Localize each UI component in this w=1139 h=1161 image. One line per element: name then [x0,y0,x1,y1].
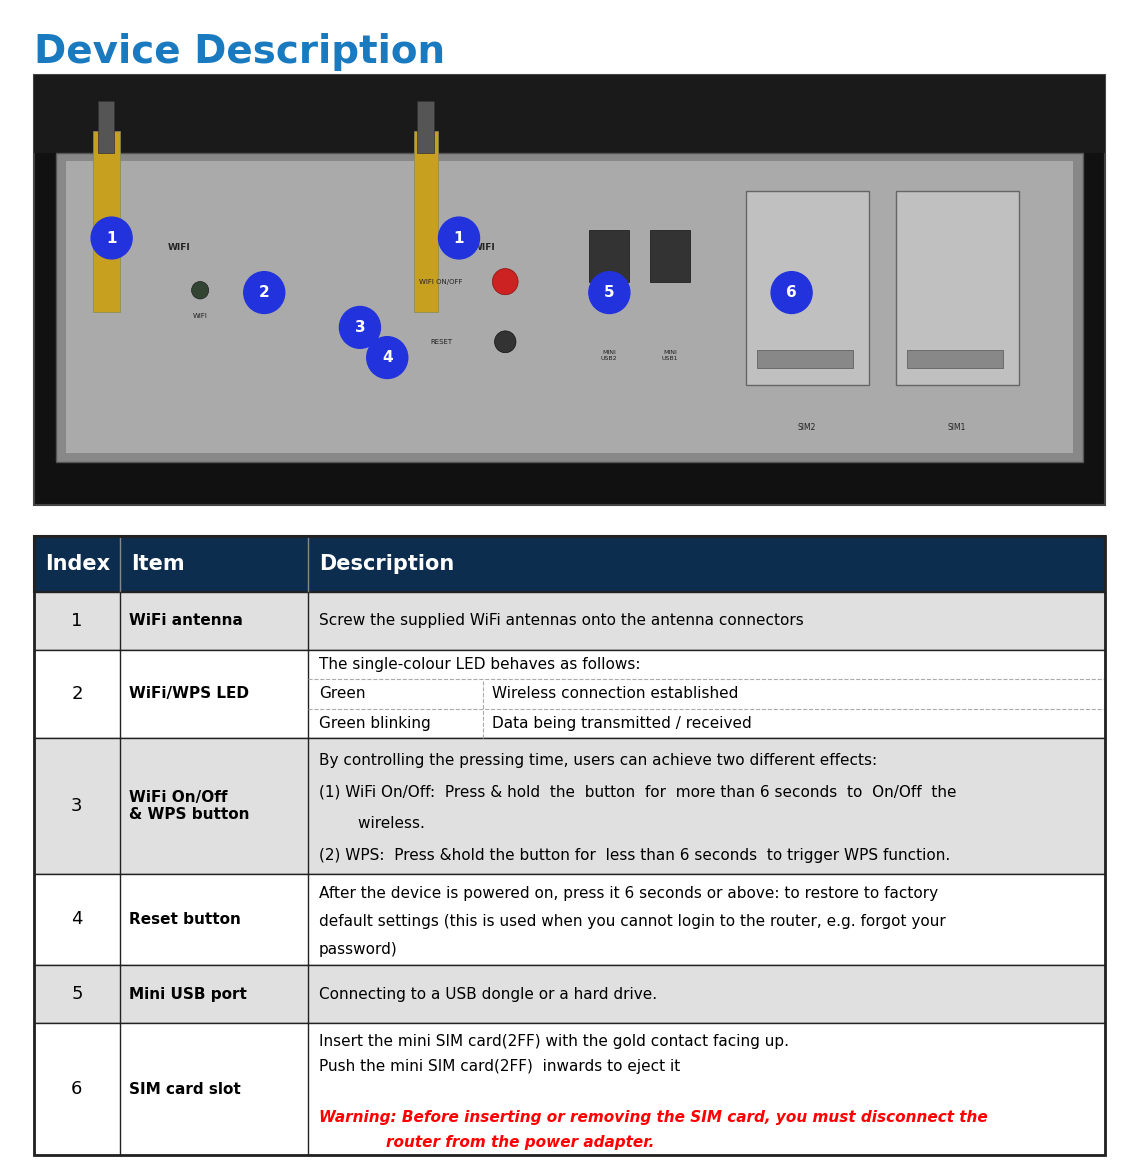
Text: WiFi On/Off
& WPS button: WiFi On/Off & WPS button [129,789,249,822]
Text: 6: 6 [786,286,797,300]
Circle shape [191,281,208,300]
Text: Mini USB port: Mini USB port [129,987,246,1002]
Text: Green blinking: Green blinking [319,716,431,730]
Text: SIM1: SIM1 [948,424,966,432]
Circle shape [494,331,516,353]
Text: 6: 6 [72,1080,82,1098]
FancyBboxPatch shape [56,153,1083,462]
FancyBboxPatch shape [649,230,690,282]
Circle shape [439,217,480,259]
FancyBboxPatch shape [746,192,869,384]
Text: default settings (this is used when you cannot login to the router, e.g. forgot : default settings (this is used when you … [319,914,945,929]
FancyBboxPatch shape [93,131,120,311]
Text: Description: Description [319,554,454,575]
Text: 5: 5 [71,985,83,1003]
Text: 3: 3 [71,796,83,815]
FancyBboxPatch shape [34,75,1105,153]
Text: WiFi/WPS LED: WiFi/WPS LED [129,686,248,701]
Circle shape [91,217,132,259]
FancyBboxPatch shape [907,351,1003,368]
Text: WiFi antenna: WiFi antenna [129,613,243,628]
FancyBboxPatch shape [589,230,630,282]
FancyBboxPatch shape [34,650,1105,738]
Text: 2: 2 [71,685,83,702]
Circle shape [367,337,408,378]
Circle shape [492,268,518,295]
FancyBboxPatch shape [34,965,1105,1023]
Text: 2: 2 [259,286,270,300]
FancyBboxPatch shape [34,592,1105,650]
FancyBboxPatch shape [34,873,1105,965]
FancyBboxPatch shape [896,192,1019,384]
Text: Data being transmitted / received: Data being transmitted / received [492,716,752,730]
Text: SIM card slot: SIM card slot [129,1082,240,1096]
Text: Device Description: Device Description [34,33,445,71]
Text: After the device is powered on, press it 6 seconds or above: to restore to facto: After the device is powered on, press it… [319,886,939,901]
Text: 1: 1 [72,612,82,630]
Text: Connecting to a USB dongle or a hard drive.: Connecting to a USB dongle or a hard dri… [319,987,657,1002]
Circle shape [244,272,285,313]
FancyBboxPatch shape [415,131,437,311]
Text: MINI
USB2: MINI USB2 [600,351,617,361]
Text: WIFI: WIFI [192,313,207,319]
Text: 1: 1 [453,231,465,245]
FancyBboxPatch shape [34,536,1105,592]
Text: RESET: RESET [429,339,452,345]
Text: MINI
USB1: MINI USB1 [662,351,679,361]
Text: (1) WiFi On/Off:  Press & hold  the  button  for  more than 6 seconds  to  On/Of: (1) WiFi On/Off: Press & hold the button… [319,785,957,800]
FancyBboxPatch shape [34,1023,1105,1155]
FancyBboxPatch shape [756,351,853,368]
Text: By controlling the pressing time, users can achieve two different effects:: By controlling the pressing time, users … [319,753,877,769]
Text: Insert the mini SIM card(2FF) with the gold contact facing up.: Insert the mini SIM card(2FF) with the g… [319,1033,789,1048]
Text: 5: 5 [604,286,615,300]
FancyBboxPatch shape [98,101,114,153]
Text: Screw the supplied WiFi antennas onto the antenna connectors: Screw the supplied WiFi antennas onto th… [319,613,804,628]
Text: 3: 3 [354,320,366,334]
Text: Push the mini SIM card(2FF)  inwards to eject it: Push the mini SIM card(2FF) inwards to e… [319,1059,680,1074]
Text: Item: Item [131,554,185,575]
Text: Green: Green [319,686,366,701]
Circle shape [771,272,812,313]
Text: Reset button: Reset button [129,911,240,926]
Text: router from the power adapter.: router from the power adapter. [344,1135,654,1151]
FancyBboxPatch shape [34,75,1105,505]
Text: The single-colour LED behaves as follows:: The single-colour LED behaves as follows… [319,657,640,672]
Text: (2) WPS:  Press &hold the button for  less than 6 seconds  to trigger WPS functi: (2) WPS: Press &hold the button for less… [319,848,950,863]
Text: 4: 4 [71,910,83,929]
Text: 1: 1 [106,231,117,245]
Circle shape [589,272,630,313]
Text: wireless.: wireless. [319,816,425,831]
Text: Warning: Before inserting or removing the SIM card, you must disconnect the: Warning: Before inserting or removing th… [319,1110,988,1125]
Text: Wireless connection established: Wireless connection established [492,686,738,701]
FancyBboxPatch shape [66,161,1073,454]
Circle shape [339,307,380,348]
Text: password): password) [319,942,398,957]
Text: 4: 4 [382,351,393,365]
Text: Index: Index [46,554,110,575]
FancyBboxPatch shape [418,101,434,153]
Text: WIFI: WIFI [473,243,495,252]
Text: WIFI: WIFI [167,243,190,252]
Text: WIFI ON/OFF: WIFI ON/OFF [419,279,462,284]
FancyBboxPatch shape [34,738,1105,873]
Text: SIM2: SIM2 [798,424,817,432]
